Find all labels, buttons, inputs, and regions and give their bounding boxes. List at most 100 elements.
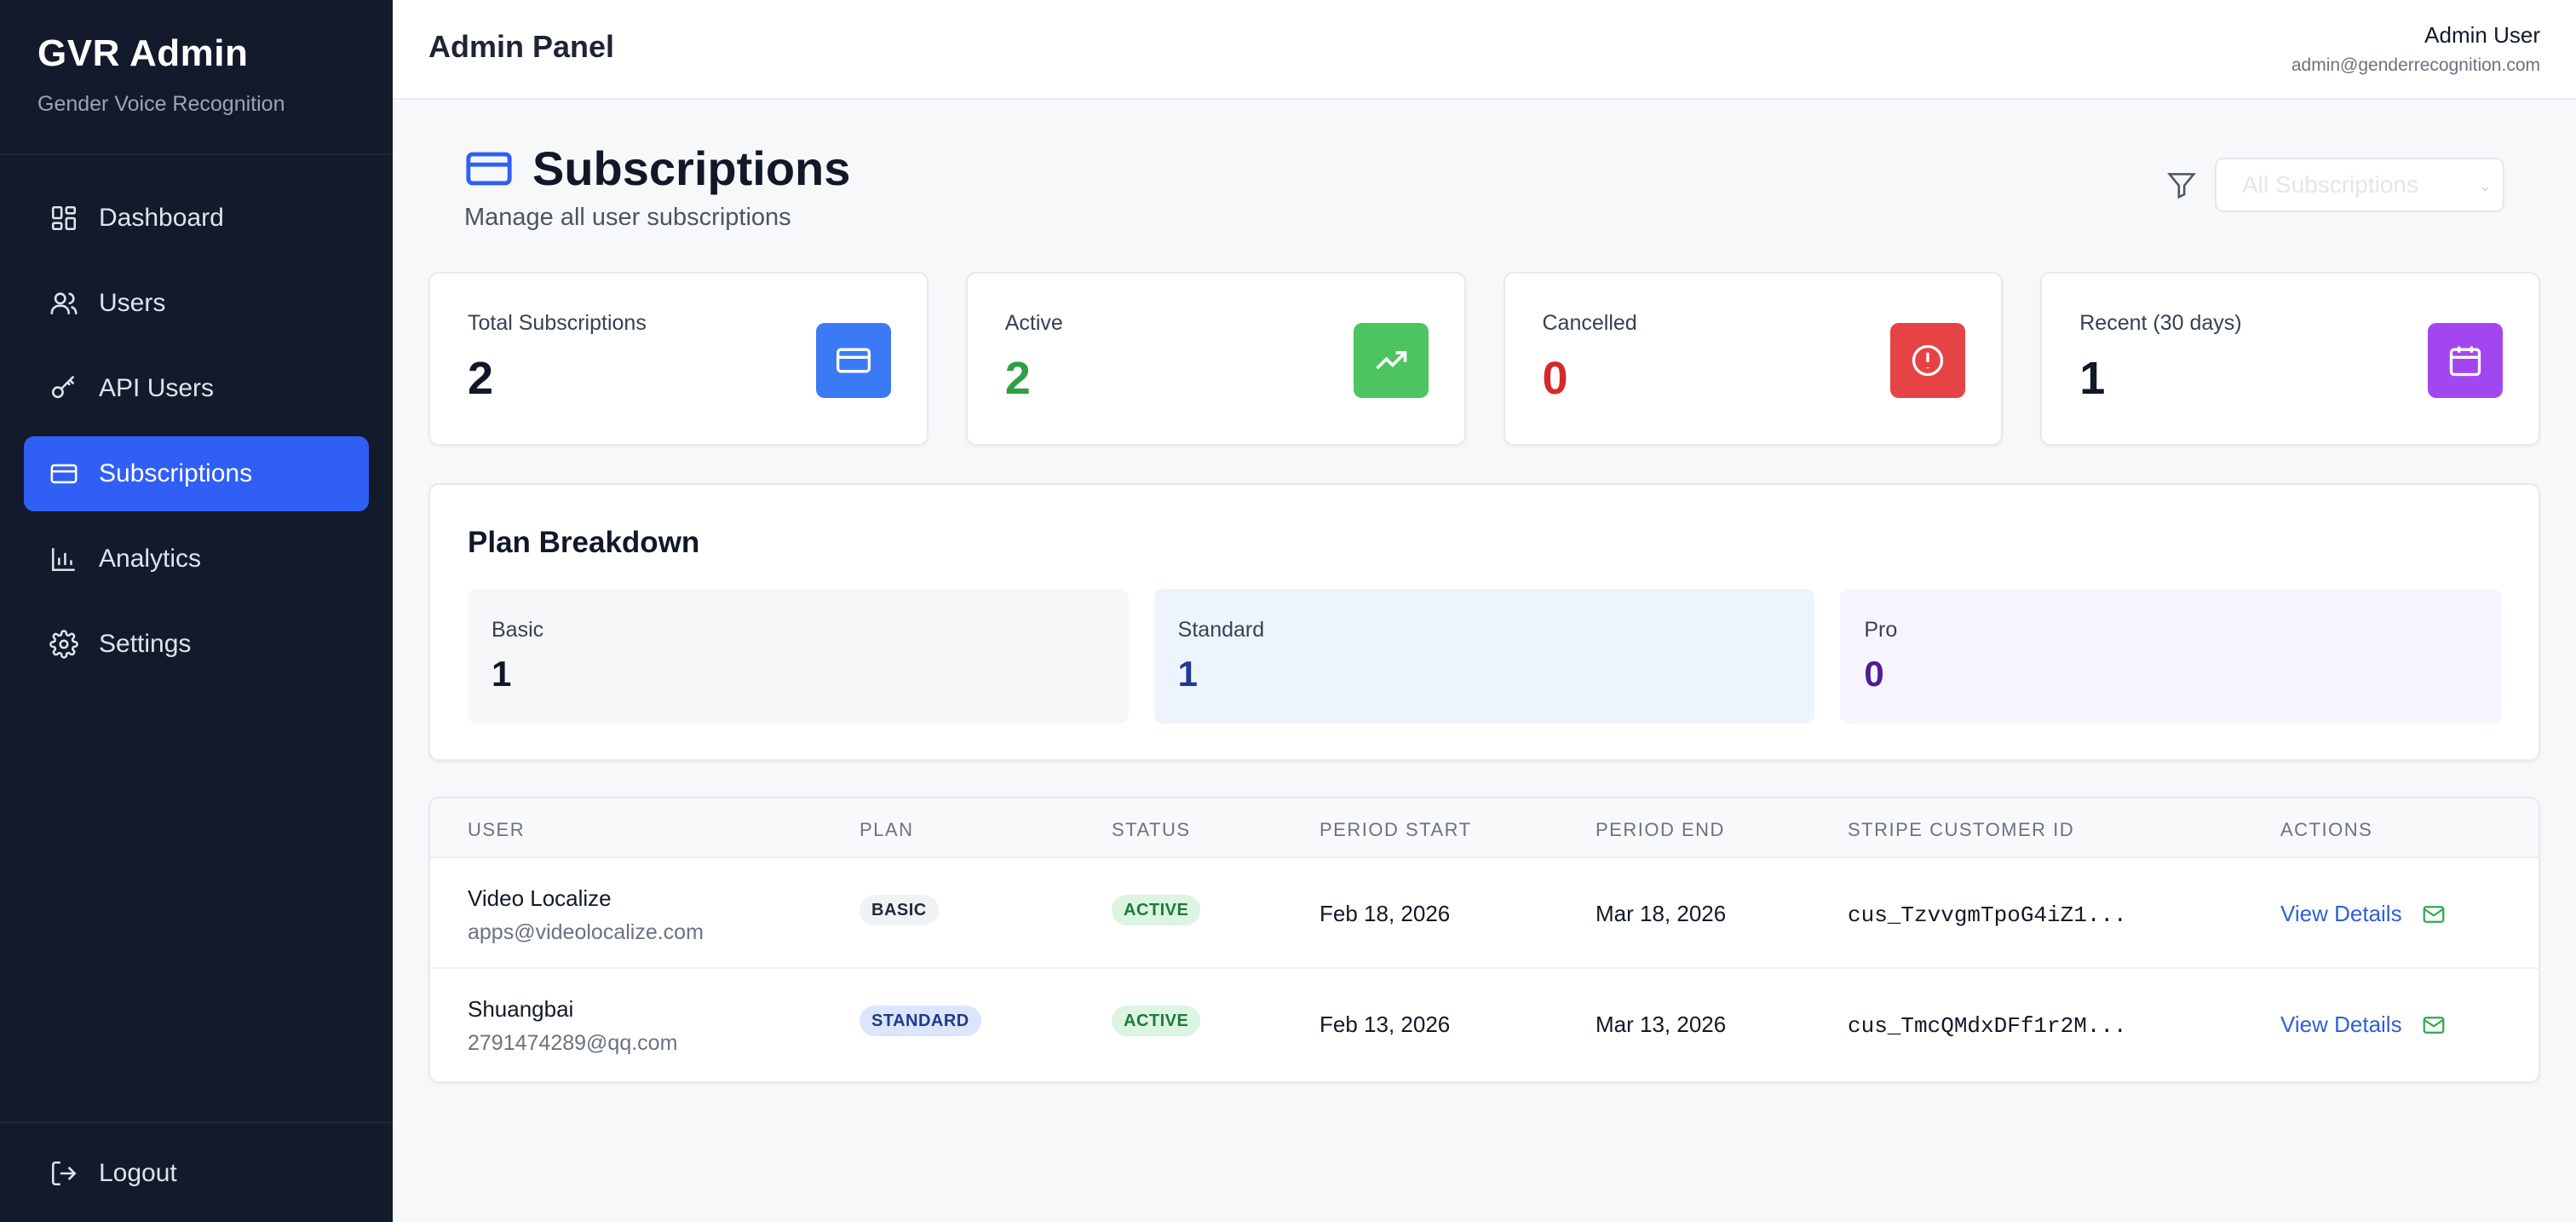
mail-icon[interactable] [2421,1012,2447,1038]
status-cell: ACTIVE [1112,1006,1201,1036]
user-name: Admin User [2424,22,2540,48]
sidebar-item-users[interactable]: Users [24,266,369,341]
stripe-customer-id: cus_TzvvgmTpoG4iZ1... [1848,902,2127,928]
user-cell: Shuangbai 2791474289@qq.com [468,996,677,1056]
main-content: Subscriptions Manage all user subscripti… [393,100,2576,1222]
status-cell: ACTIVE [1112,895,1201,925]
stat-card-active: Active 2 [965,272,1466,446]
table-row: Shuangbai 2791474289@qq.com STANDARD ACT… [430,969,2539,1080]
sidebar-item-label: Settings [99,630,192,658]
plan-label: Standard [1177,618,1265,642]
plan-count: 1 [492,654,512,694]
column-header-actions: ACTIONS [2280,819,2373,840]
chevron-down-icon: ⌄ [2479,180,2491,194]
credit-card-icon [815,323,891,398]
view-details-link[interactable]: View Details [2280,1012,2402,1037]
stat-value: 1 [2079,353,2106,404]
sidebar-item-dashboard[interactable]: Dashboard [24,181,369,256]
trending-up-icon [1353,323,1429,398]
column-header-status: STATUS [1112,819,1191,840]
filter-selected-value: All Subscriptions [2242,171,2418,198]
plan-cell: BASIC [860,895,939,925]
mail-icon[interactable] [2421,902,2447,927]
user-cell: Video Localize apps@videolocalize.com [468,885,704,945]
period-start: Feb 18, 2026 [1320,901,1451,926]
stripe-customer-id: cus_TmcQMdxDFf1r2M... [1848,1013,2127,1039]
sidebar-item-analytics[interactable]: Analytics [24,522,369,597]
sidebar-item-settings[interactable]: Settings [24,607,369,682]
dashboard-icon [49,204,78,233]
plan-breakdown-card: Plan Breakdown Basic 1 Standard 1 Pro 0 [428,483,2540,761]
user-email: admin@genderrecognition.com [2291,55,2540,75]
column-header-period-start: PERIOD START [1320,819,1472,840]
sidebar-item-label: Dashboard [99,204,224,232]
subscription-filter-select[interactable]: All Subscriptions ⌄ [2215,158,2504,212]
alert-circle-icon [1890,323,1966,398]
column-header-stripe-id: STRIPE CUSTOMER ID [1848,819,2075,840]
sidebar-item-label: Users [99,289,166,317]
user-email: 2791474289@qq.com [468,1031,678,1055]
stat-value: 2 [1004,353,1031,404]
page-header: Subscriptions Manage all user subscripti… [428,100,2540,275]
sidebar-item-label: Subscriptions [99,459,253,487]
column-header-plan: PLAN [860,819,914,840]
stat-label: Total Subscriptions [468,311,647,335]
sidebar-item-api-users[interactable]: API Users [24,351,369,426]
plan-card-basic: Basic 1 [468,589,1129,723]
status-badge: ACTIVE [1112,1006,1201,1036]
stat-card-recent: Recent (30 days) 1 [2040,272,2540,446]
logout-label: Logout [99,1159,177,1187]
credit-card-icon [464,144,514,193]
stat-card-cancelled: Cancelled 0 [1503,272,2004,446]
column-header-user: USER [468,819,526,840]
table-row: Video Localize apps@videolocalize.com BA… [430,858,2539,969]
credit-card-icon [49,459,78,488]
subscriptions-table: USER PLAN STATUS PERIOD START PERIOD END… [428,797,2540,1083]
user-email: apps@videolocalize.com [468,920,704,944]
plan-badge: STANDARD [860,1006,981,1036]
status-badge: ACTIVE [1112,895,1201,925]
period-end: Mar 18, 2026 [1596,901,1727,926]
stat-label: Active [1004,311,1063,335]
brand-subtitle: Gender Voice Recognition [37,92,285,116]
user-info[interactable]: Admin User admin@genderrecognition.com [2291,22,2540,76]
table-header: USER PLAN STATUS PERIOD START PERIOD END… [430,798,2539,858]
stat-value: 2 [468,353,494,404]
page-title-row: Subscriptions [464,141,850,196]
topbar-title: Admin Panel [428,29,615,64]
view-details-link[interactable]: View Details [2280,901,2402,926]
stat-label: Recent (30 days) [2079,311,2242,335]
sidebar-item-subscriptions[interactable]: Subscriptions [24,436,369,511]
actions-cell: View Details [2280,901,2447,927]
period-end: Mar 13, 2026 [1596,1012,1727,1037]
filter-icon [2165,169,2198,201]
logout-button[interactable]: Logout [0,1123,393,1222]
calendar-icon [2428,323,2503,398]
users-icon [49,289,78,318]
brand-title: GVR Admin [37,32,249,74]
brand: GVR Admin Gender Voice Recognition [0,0,393,155]
plan-breakdown-title: Plan Breakdown [468,526,700,559]
actions-cell: View Details [2280,1012,2447,1038]
plan-count: 1 [1177,654,1199,694]
logout-section: Logout [0,1121,393,1222]
user-name: Shuangbai [468,996,574,1022]
page-subtitle: Manage all user subscriptions [464,204,791,231]
plan-badge: BASIC [860,895,939,925]
filter-group: All Subscriptions ⌄ [2165,158,2504,212]
bar-chart-icon [49,545,78,574]
column-header-period-end: PERIOD END [1596,819,1725,840]
sidebar-nav: Dashboard Users API Users Subscriptions … [0,155,393,682]
topbar: Admin Panel Admin User admin@genderrecog… [393,0,2576,100]
period-start: Feb 13, 2026 [1320,1012,1451,1037]
key-icon [49,374,78,403]
sidebar-item-label: API Users [99,374,215,402]
user-name: Video Localize [468,885,612,911]
plan-breakdown-row: Basic 1 Standard 1 Pro 0 [468,589,2502,723]
plan-card-pro: Pro 0 [1840,589,2502,723]
sidebar: GVR Admin Gender Voice Recognition Dashb… [0,0,393,1222]
stat-value: 0 [1542,353,1568,404]
plan-count: 0 [1864,654,1884,694]
stats-row: Total Subscriptions 2 Active 2 Cancelled… [428,272,2540,446]
stat-label: Cancelled [1542,311,1637,335]
